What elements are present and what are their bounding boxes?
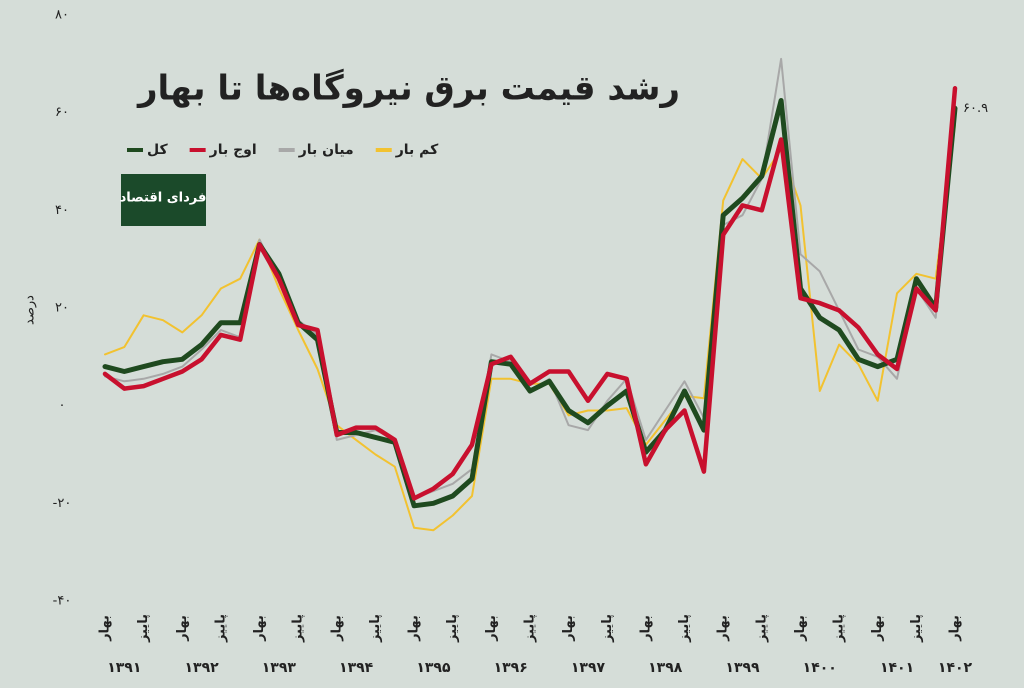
series-line bbox=[102, 86, 958, 501]
y-tick-label: ۴۰ bbox=[55, 203, 69, 218]
year-label: ۱۳۹۴ bbox=[339, 660, 374, 676]
x-tick-label: بهار bbox=[716, 615, 731, 642]
legend-label: میان بار bbox=[298, 142, 354, 158]
x-tick-label: بهار bbox=[638, 615, 653, 642]
year-label: ۱۳۹۳ bbox=[262, 660, 297, 676]
year-label: ۱۴۰۰ bbox=[803, 660, 837, 676]
x-tick-label: پاییز bbox=[909, 614, 924, 643]
x-tick-label: پاییز bbox=[677, 614, 692, 643]
value-label: ۶۰.۹ bbox=[963, 101, 988, 116]
x-tick-label: بهار bbox=[175, 615, 190, 642]
y-tick-label: ۲۰ bbox=[55, 301, 69, 316]
x-tick-label: بهار bbox=[793, 615, 808, 642]
year-label: ۱۳۹۶ bbox=[494, 660, 528, 676]
x-tick-label: پاییز bbox=[600, 614, 615, 643]
x-tick-label: پاییز bbox=[754, 614, 769, 643]
x-tick-label: بهار bbox=[329, 615, 344, 642]
y-tick-label: -۲۰ bbox=[53, 496, 72, 511]
year-label: ۱۳۹۸ bbox=[648, 660, 683, 676]
legend-label: کم بار bbox=[395, 142, 439, 158]
year-label: ۱۳۹۱ bbox=[107, 660, 141, 676]
year-label: ۱۴۰۲ bbox=[938, 660, 973, 676]
y-tick-label: ۸۰ bbox=[55, 8, 69, 23]
year-label: ۱۳۹۹ bbox=[725, 660, 760, 676]
year-label: ۱۴۰۱ bbox=[880, 660, 914, 676]
logo-text: فردای اقتصاد bbox=[120, 191, 207, 206]
year-label: ۱۳۹۷ bbox=[571, 660, 606, 676]
y-tick-label: -۴۰ bbox=[53, 594, 72, 609]
x-tick-label: بهار bbox=[252, 615, 267, 642]
x-tick-label: پاییز bbox=[136, 614, 151, 643]
x-tick-label: پاییز bbox=[523, 614, 538, 643]
y-tick-label: ۶۰ bbox=[55, 105, 69, 120]
legend-label: کل bbox=[147, 142, 168, 158]
x-tick-label: بهار bbox=[407, 615, 422, 642]
x-tick-label: پاییز bbox=[832, 614, 847, 643]
chart-title: رشد قیمت برق نیروگاه‌ها تا بهار bbox=[136, 69, 680, 109]
x-tick-label: پاییز bbox=[368, 614, 383, 643]
y-tick-label: ۰ bbox=[59, 398, 66, 413]
x-tick-label: بهار bbox=[561, 615, 576, 642]
x-tick-label: بهار bbox=[948, 615, 963, 642]
legend-label: اوج بار bbox=[209, 142, 257, 158]
series-line bbox=[102, 98, 958, 509]
x-tick-label: پاییز bbox=[445, 614, 460, 643]
x-tick-label: بهار bbox=[98, 615, 113, 642]
x-tick-label: پاییز bbox=[291, 614, 306, 643]
year-label: ۱۳۹۲ bbox=[184, 660, 219, 676]
year-label: ۱۳۹۵ bbox=[416, 660, 451, 676]
logo-box bbox=[121, 174, 206, 226]
x-tick-label: بهار bbox=[870, 615, 885, 642]
x-tick-label: پاییز bbox=[213, 614, 228, 643]
x-tick-label: بهار bbox=[484, 615, 499, 642]
y-axis-label: درصد bbox=[23, 295, 38, 325]
